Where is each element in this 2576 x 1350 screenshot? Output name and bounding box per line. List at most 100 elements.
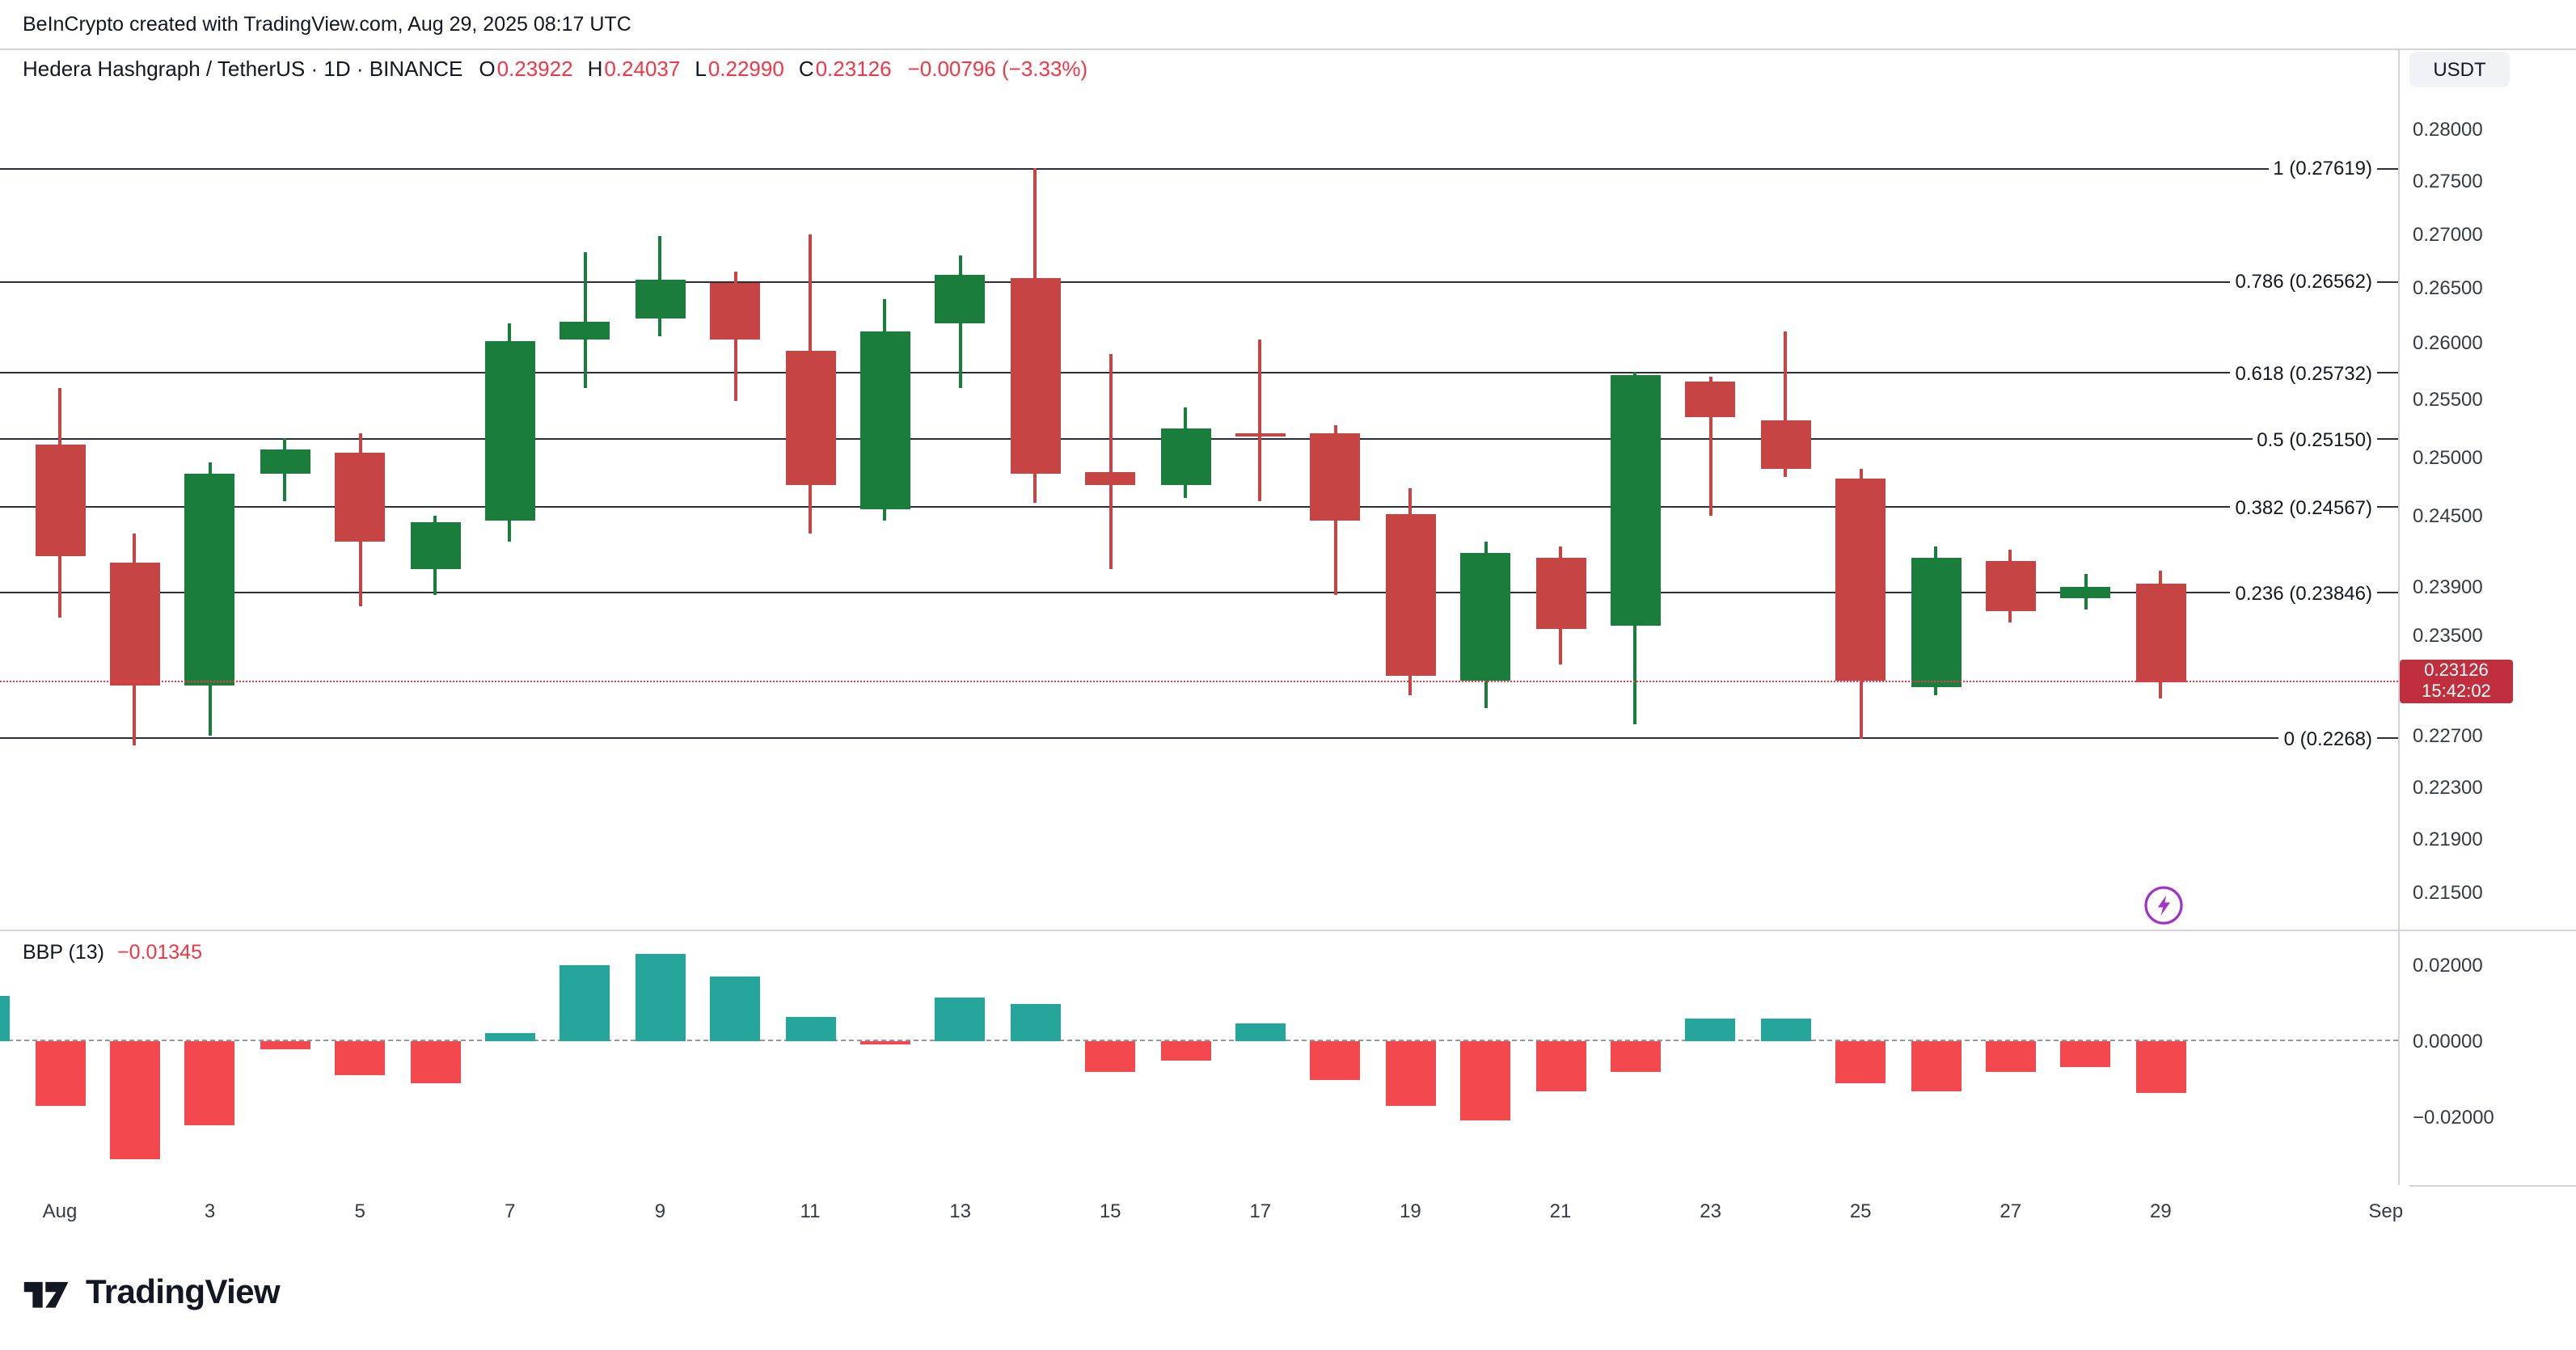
candle-wick — [1784, 331, 1788, 478]
candle — [2060, 586, 2111, 599]
bbp-bar — [2135, 1041, 2186, 1093]
fib-level-label: 0.786 (0.26562) — [2230, 268, 2377, 295]
bbp-bar — [1985, 1041, 2036, 1072]
price-change: −0.00796 (−3.33%) — [907, 57, 1088, 81]
candle — [410, 521, 460, 569]
bbp-bar — [1835, 1041, 1886, 1083]
bbp-bar — [184, 1041, 235, 1125]
price-axis-tick: 0.22300 — [2413, 775, 2483, 799]
candle — [1610, 374, 1661, 626]
bbp-bar — [260, 1041, 310, 1049]
candle — [1535, 558, 1586, 630]
time-axis-label: 13 — [949, 1200, 971, 1222]
boost-button[interactable] — [2143, 884, 2185, 926]
time-axis-label: 25 — [1849, 1200, 1872, 1222]
candle — [109, 563, 160, 686]
candle — [1010, 278, 1061, 474]
candle — [1460, 553, 1511, 681]
time-axis-label: Aug — [42, 1200, 78, 1222]
fib-level-tick — [2384, 737, 2397, 740]
time-axis-label: 17 — [1249, 1200, 1272, 1222]
bbp-bar — [1310, 1041, 1361, 1079]
candle-wick — [1708, 377, 1712, 516]
candle — [260, 449, 310, 475]
last-price-badge: 0.23126 15:42:02 — [2400, 660, 2513, 704]
fib-level-label: 0 (0.2268) — [2278, 725, 2377, 752]
fib-level-label: 0.618 (0.25732) — [2230, 360, 2377, 386]
fib-level-line — [0, 737, 2398, 740]
bbp-bar — [0, 995, 11, 1041]
price-axis-tick: 0.28000 — [2413, 118, 2483, 141]
bbp-zero-line — [0, 1040, 2398, 1041]
candle — [1685, 381, 1736, 418]
time-axis-label: 29 — [2150, 1200, 2172, 1222]
header-divider — [0, 49, 2576, 50]
fib-level-tick — [2384, 281, 2397, 283]
bbp-bar — [1010, 1003, 1061, 1041]
symbol-bar: Hedera Hashgraph / TetherUS · 1D · BINAN… — [23, 57, 1087, 81]
symbol-title[interactable]: Hedera Hashgraph / TetherUS · 1D · BINAN… — [23, 57, 463, 81]
bbp-bar — [1085, 1041, 1136, 1072]
bbp-bar — [1535, 1041, 1586, 1091]
bbp-bar — [484, 1033, 535, 1041]
tradingview-logo-text: TradingView — [86, 1274, 281, 1311]
fib-level-label: 0.5 (0.25150) — [2252, 426, 2377, 453]
candle — [935, 275, 986, 324]
ohlc-l: L 0.22990 — [695, 57, 784, 81]
time-axis-label: 5 — [354, 1200, 365, 1222]
candle — [1760, 420, 1811, 470]
ohlc-h: H 0.24037 — [587, 57, 681, 81]
fib-level-tick — [2384, 167, 2397, 170]
bbp-bar — [1460, 1041, 1511, 1121]
bbp-bar — [1235, 1023, 1286, 1041]
candle — [1085, 471, 1136, 485]
bbp-bar — [410, 1041, 460, 1083]
candle — [635, 279, 686, 319]
bbp-bar — [2060, 1041, 2111, 1068]
time-axis-label: Sep — [2368, 1200, 2404, 1222]
candle — [184, 474, 235, 686]
price-axis-tick: 0.21900 — [2413, 828, 2483, 851]
bbp-bar — [785, 1016, 835, 1041]
candle-wick — [1258, 340, 1262, 501]
time-axis-label: 7 — [505, 1200, 516, 1222]
price-axis-tick: 0.25500 — [2413, 388, 2483, 411]
countdown-timer: 15:42:02 — [2422, 682, 2491, 702]
bbp-bar — [335, 1041, 386, 1076]
candle — [1235, 432, 1286, 437]
fib-level-line — [0, 167, 2398, 170]
bbp-bar — [35, 1041, 85, 1106]
candle — [1310, 432, 1361, 520]
ohlc-values: O 0.23922 H 0.24037 L 0.22990 C 0.23126 — [479, 57, 891, 81]
price-axis-tick: 0.27000 — [2413, 222, 2483, 246]
fib-level-line — [0, 592, 2398, 594]
candle — [710, 283, 761, 340]
fib-level-tick — [2384, 592, 2397, 594]
time-axis-label: 21 — [1549, 1200, 1572, 1222]
fib-level-label: 0.236 (0.23846) — [2230, 580, 2377, 606]
bbp-bar — [1385, 1041, 1436, 1106]
fib-level-line — [0, 506, 2398, 508]
price-axis-border — [2398, 49, 2400, 1237]
fib-level-tick — [2384, 506, 2397, 508]
bbp-bar — [560, 965, 610, 1041]
time-axis[interactable]: Aug 3 5 7 9 11 13 15 17 19 21 23 25 27 29 Sep — [0, 1185, 2409, 1237]
time-axis-label: 19 — [1400, 1200, 1421, 1222]
candle — [1835, 479, 1886, 681]
price-axis-tick: 0.27500 — [2413, 170, 2483, 193]
currency-toggle-button[interactable]: USDT — [2409, 52, 2510, 87]
time-axis-label: 23 — [1700, 1200, 1721, 1222]
candle — [1385, 513, 1436, 677]
bbp-bar — [935, 997, 986, 1041]
price-axis-tick: 0.26500 — [2413, 276, 2483, 300]
candle — [1160, 428, 1210, 486]
candle-wick — [1109, 354, 1113, 569]
pane-divider[interactable] — [0, 930, 2576, 931]
indicator-name[interactable]: BBP (13) — [23, 941, 104, 964]
bbp-bar — [1911, 1041, 1961, 1091]
price-axis-tick: 0.22700 — [2413, 724, 2483, 747]
bbp-bar — [635, 953, 686, 1041]
ohlc-o: O 0.23922 — [479, 57, 573, 81]
price-axis[interactable]: 0.28000 0.27500 0.27000 0.26500 0.26000 0.255… — [2398, 0, 2576, 1237]
candle — [335, 452, 386, 542]
